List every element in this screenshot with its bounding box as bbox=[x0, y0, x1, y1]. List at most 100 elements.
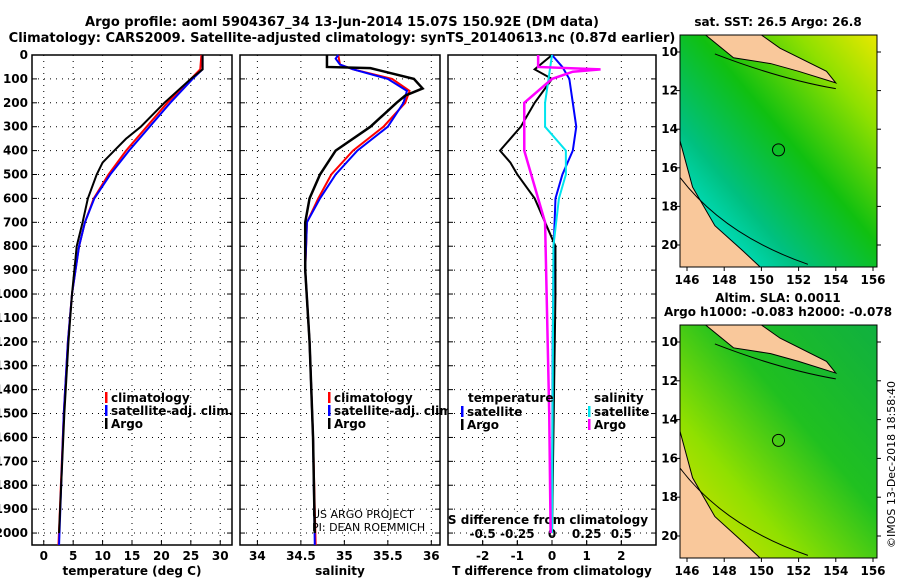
lon-tick-label: 150 bbox=[749, 273, 774, 287]
x2-tick-label: 0 bbox=[548, 527, 556, 541]
lat-tick-label: 16 bbox=[661, 451, 678, 465]
legend-label: Argo bbox=[594, 418, 626, 432]
lon-tick-label: 152 bbox=[786, 273, 811, 287]
x-tick-label: 0 bbox=[40, 549, 48, 563]
reef-contour bbox=[680, 467, 809, 556]
y-tick-label: 200 bbox=[3, 96, 28, 110]
x-tick-label: 2 bbox=[617, 549, 625, 563]
x-tick-label: 0 bbox=[548, 549, 556, 563]
y-tick-label: 1000 bbox=[0, 287, 28, 301]
legend-label: climatology bbox=[334, 391, 413, 405]
x-tick-label: 34 bbox=[249, 549, 266, 563]
sla-map-land bbox=[680, 325, 838, 558]
shelf-contour bbox=[714, 343, 836, 380]
y-tick-label: 2000 bbox=[0, 526, 28, 540]
credit-text: US ARGO PROJECT bbox=[312, 508, 414, 521]
y-tick-label: 1800 bbox=[0, 478, 28, 492]
legend-swatch bbox=[461, 406, 464, 417]
title-line-2: Climatology: CARS2009. Satellite-adjuste… bbox=[9, 31, 676, 46]
lon-tick-label: 148 bbox=[712, 564, 737, 578]
x-tick-label: 30 bbox=[212, 549, 229, 563]
australia-coast bbox=[680, 140, 761, 267]
argo-position-marker bbox=[772, 143, 786, 157]
shelf-contour bbox=[714, 53, 836, 90]
legend-label: satellite bbox=[467, 405, 522, 419]
legend-label: Argo bbox=[111, 417, 143, 431]
x-tick-label: -2 bbox=[476, 549, 489, 563]
legend-swatch bbox=[105, 392, 108, 403]
legend-title-temperature: temperature bbox=[468, 391, 553, 405]
argo-position-marker bbox=[772, 433, 786, 447]
lat-tick-label: 12 bbox=[661, 84, 678, 98]
timestamp: ©IMOS 13-Dec-2018 18:58:40 bbox=[885, 381, 898, 548]
lat-tick-label: 10 bbox=[661, 335, 678, 349]
lat-tick-label: 18 bbox=[661, 199, 678, 213]
lat-tick-label: 16 bbox=[661, 161, 678, 175]
lon-tick-label: 146 bbox=[674, 564, 699, 578]
y-tick-label: 500 bbox=[3, 168, 28, 182]
series-argo bbox=[58, 55, 204, 534]
difference-profile-x-label: T difference from climatology bbox=[452, 564, 652, 578]
lon-tick-label: 146 bbox=[674, 273, 699, 287]
y-tick-label: 900 bbox=[3, 263, 28, 277]
lat-tick-label: 10 bbox=[661, 45, 678, 59]
reef-contour bbox=[680, 177, 809, 265]
y-tick-label: 0 bbox=[20, 48, 28, 62]
y-tick-label: 1200 bbox=[0, 335, 28, 349]
temperature-profile-x-label: temperature (deg C) bbox=[63, 564, 202, 578]
lat-tick-label: 12 bbox=[661, 374, 678, 388]
x-tick-label: 1 bbox=[582, 549, 590, 563]
sla-map-title-2: Argo h1000: -0.083 h2000: -0.078 bbox=[664, 305, 892, 319]
x-tick-label: 5 bbox=[69, 549, 77, 563]
x2-tick-label: -0.25 bbox=[500, 527, 535, 541]
y-tick-label: 1400 bbox=[0, 383, 28, 397]
x-tick-label: 35.5 bbox=[373, 549, 403, 563]
legend-label: satellite bbox=[594, 405, 649, 419]
lon-tick-label: 148 bbox=[712, 273, 737, 287]
y-tick-label: 1500 bbox=[0, 407, 28, 421]
legend-label: climatology bbox=[111, 391, 190, 405]
lon-tick-label: 154 bbox=[823, 564, 848, 578]
lon-tick-label: 156 bbox=[860, 564, 885, 578]
y-tick-label: 1100 bbox=[0, 311, 28, 325]
x2-tick-label: -0.5 bbox=[470, 527, 496, 541]
lat-tick-label: 18 bbox=[661, 490, 678, 504]
sst-map-land bbox=[680, 35, 838, 267]
lat-tick-label: 14 bbox=[661, 122, 678, 136]
legend-title-salinity: salinity bbox=[594, 391, 644, 405]
x-tick-label: -1 bbox=[511, 549, 524, 563]
y-tick-label: 100 bbox=[3, 72, 28, 86]
series-s-argo bbox=[523, 55, 601, 534]
series-s-satellite bbox=[544, 54, 567, 534]
png-coast bbox=[704, 325, 838, 375]
legend-swatch bbox=[588, 419, 591, 430]
series-argo bbox=[303, 55, 425, 534]
s-diff-x-label: S difference from climatology bbox=[448, 513, 648, 527]
sst-map-title: sat. SST: 26.5 Argo: 26.8 bbox=[694, 15, 861, 29]
legend-swatch bbox=[328, 405, 331, 416]
lat-tick-label: 20 bbox=[661, 529, 678, 543]
x-tick-label: 15 bbox=[124, 549, 141, 563]
y-tick-label: 1900 bbox=[0, 502, 28, 516]
sla-map-title-1: Altim. SLA: 0.0011 bbox=[715, 291, 841, 305]
legend-label: satellite-adj. clim. bbox=[334, 404, 456, 418]
sla-map-frame bbox=[679, 324, 878, 559]
y-tick-label: 400 bbox=[3, 144, 28, 158]
legend-label: Argo bbox=[334, 417, 366, 431]
x-tick-label: 10 bbox=[94, 549, 111, 563]
y-tick-label: 1600 bbox=[0, 430, 28, 444]
legend-label: Argo bbox=[467, 418, 499, 432]
australia-coast bbox=[680, 431, 761, 558]
salinity-profile-frame bbox=[239, 54, 441, 546]
y-tick-label: 1700 bbox=[0, 454, 28, 468]
lon-tick-label: 156 bbox=[860, 273, 885, 287]
x-tick-label: 20 bbox=[153, 549, 170, 563]
legend-swatch bbox=[461, 419, 464, 430]
salinity-profile-x-label: salinity bbox=[315, 564, 365, 578]
png-coast bbox=[704, 35, 838, 84]
legend-swatch bbox=[328, 418, 331, 429]
lat-tick-label: 20 bbox=[661, 238, 678, 252]
x-tick-label: 35 bbox=[336, 549, 353, 563]
y-tick-label: 800 bbox=[3, 239, 28, 253]
